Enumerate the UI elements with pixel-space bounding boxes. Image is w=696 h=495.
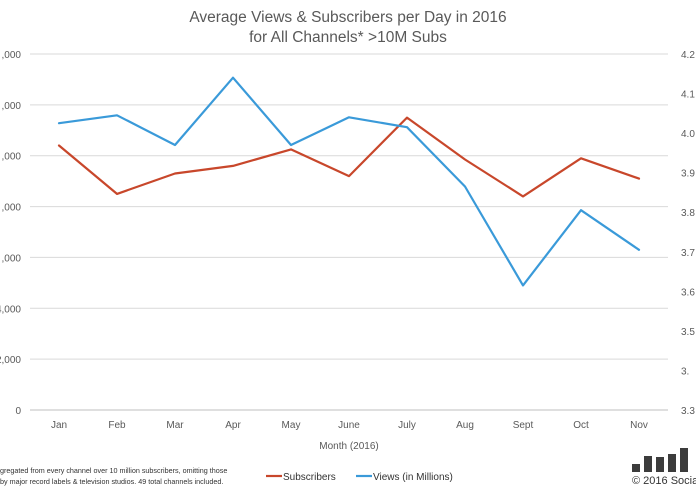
- footnote-line-2: by major record labels & television stud…: [0, 476, 224, 486]
- right-axis-tick-label: 3.7: [681, 248, 695, 259]
- x-axis-tick-label: Apr: [225, 420, 241, 431]
- x-axis-tick-label: May: [282, 420, 301, 431]
- x-axis-tick-label: July: [398, 420, 416, 431]
- x-axis-tick-label: Jan: [51, 420, 67, 431]
- series-line-views-in-millions: [57, 76, 641, 287]
- right-axis-tick-label: 4.1: [681, 90, 695, 101]
- right-axis-tick-label: 3.9: [681, 169, 695, 180]
- gridlines: [30, 53, 668, 360]
- logo-bar: [656, 457, 664, 472]
- x-axis-tick-label: Oct: [573, 420, 589, 431]
- left-axis-tick-label: ,000: [2, 253, 22, 264]
- right-axis-tick-label: 3.8: [681, 208, 695, 219]
- x-axis-title: Month (2016): [319, 441, 378, 452]
- left-axis-tick-label: 4,000: [0, 304, 21, 315]
- footnote-line-1: gregated from every channel over 10 mill…: [0, 466, 228, 475]
- chart-title-line-2: for All Channels* >10M Subs: [249, 29, 447, 46]
- legend: Subscribers Views (in Millions): [266, 472, 453, 483]
- right-axis-tick-label: 3.6: [681, 287, 695, 298]
- x-axis-tick-label: Mar: [166, 420, 184, 431]
- logo-bar: [644, 456, 652, 472]
- legend-label-views-in-millions: Views (in Millions): [373, 472, 453, 483]
- left-axis-tick-label: ,000: [2, 203, 22, 214]
- x-axis-tick-label: Aug: [456, 420, 474, 431]
- left-axis-tick-label: 0: [15, 406, 21, 417]
- x-axis-tick-label: Sept: [513, 420, 534, 431]
- x-axis-tick-label: June: [338, 420, 360, 431]
- logo-bar: [632, 464, 640, 472]
- left-axis-tick-label: 2,000: [0, 355, 21, 366]
- chart-title-line-1: Average Views & Subscribers per Day in 2…: [189, 9, 507, 26]
- left-axis-tick-label: ,000: [2, 101, 22, 112]
- left-axis-tick-label: ,000: [2, 50, 22, 61]
- footnote: gregated from every channel over 10 mill…: [0, 466, 248, 487]
- axes: 0 2,000 4,000 ,000 ,000 ,000 ,000 ,000 3.3 3. 3.5 3…: [0, 50, 695, 452]
- right-axis-tick-label: 3.5: [681, 327, 695, 338]
- logo-bar: [668, 454, 676, 472]
- copyright-text: © 2016 Social: [632, 475, 696, 487]
- series-lines: [57, 76, 641, 287]
- legend-label-subscribers: Subscribers: [283, 472, 336, 483]
- right-axis-tick-label: 3.3: [681, 406, 695, 417]
- x-axis-tick-label: Nov: [630, 420, 648, 431]
- logo-bar: [680, 448, 688, 472]
- x-axis-tick-label: Feb: [108, 420, 126, 431]
- left-axis-tick-label: ,000: [2, 152, 22, 163]
- right-axis-tick-label: 4.0: [681, 129, 695, 140]
- right-axis-tick-label: 4.2: [681, 50, 695, 61]
- right-axis-tick-label: 3.: [681, 366, 689, 377]
